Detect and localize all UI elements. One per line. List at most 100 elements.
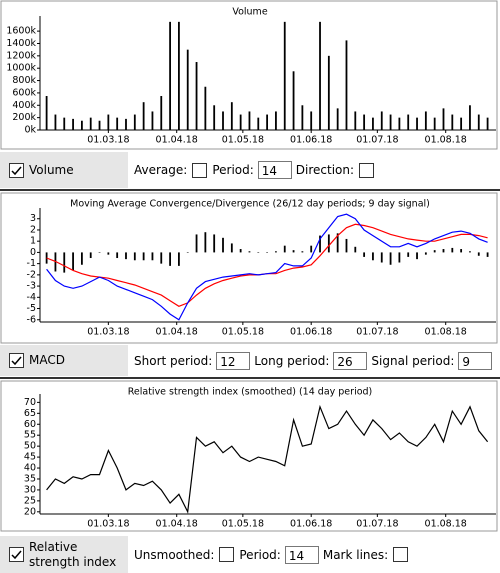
y-tick-label: 65 [24, 408, 36, 419]
bar [248, 111, 251, 130]
bar [336, 233, 339, 253]
bar [319, 21, 321, 130]
number-input[interactable]: 26 [333, 351, 368, 370]
bar [327, 234, 330, 253]
bar [107, 252, 110, 255]
y-tick-label: 600k [12, 87, 36, 98]
bar [283, 245, 286, 253]
bar [460, 117, 463, 130]
bar [230, 102, 233, 130]
bar [222, 111, 224, 130]
bar [239, 249, 242, 253]
x-tick-label: 01.03.18 [87, 327, 129, 338]
bar [257, 252, 260, 253]
bar [380, 252, 383, 263]
bar [142, 252, 145, 261]
bar [460, 249, 463, 253]
x-tick-label: 01.08.18 [425, 135, 467, 146]
checkbox[interactable] [9, 162, 24, 178]
y-tick-label: 45 [24, 452, 36, 463]
number-input[interactable]: 14 [257, 161, 292, 179]
chart-frame [0, 380, 498, 532]
bar [186, 49, 189, 131]
y-tick-label: 3 [30, 213, 36, 224]
bar [398, 117, 401, 130]
y-tick-label: 1200k [6, 50, 36, 61]
bar [424, 111, 427, 130]
bar [486, 252, 489, 257]
bar [266, 114, 269, 130]
check-mark [11, 166, 22, 175]
bar [45, 96, 48, 130]
field-label: Mark lines: [322, 547, 389, 562]
indicator-label: MACD [29, 353, 65, 367]
chart-title: Relative strength index (smoothed) (14 d… [128, 387, 373, 398]
x-tick-label: 01.05.18 [222, 135, 264, 146]
control-row: Volume Average: Period: 14 Direction: [0, 152, 500, 188]
check-mark [11, 356, 22, 366]
y-tick-label: -5 [27, 303, 36, 314]
y-tick-label: 40 [24, 463, 36, 474]
bar [98, 252, 101, 253]
bar [80, 252, 83, 265]
y-tick-label: 1000k [6, 63, 36, 74]
number-input[interactable]: 12 [216, 351, 251, 370]
field-label: Period: [239, 547, 281, 562]
bar [398, 252, 401, 263]
bar [169, 252, 171, 266]
y-tick-label: 2 [30, 224, 36, 235]
bar [477, 114, 480, 130]
bar [442, 249, 445, 253]
y-tick-label: -6 [27, 314, 36, 325]
bar [213, 234, 216, 253]
bar [345, 238, 348, 253]
bar [310, 245, 313, 253]
x-tick-label: 01.06.18 [290, 327, 332, 338]
separator [0, 377, 500, 379]
bar [204, 232, 207, 253]
x-tick-label: 01.07.18 [356, 135, 398, 146]
bar [319, 235, 321, 253]
x-tick-label: 01.04.18 [156, 135, 198, 146]
x-tick-label: 01.07.18 [356, 519, 398, 530]
bar [72, 252, 74, 271]
bar [213, 105, 216, 130]
y-tick-label: 0 [30, 247, 36, 258]
field-label: Average: [134, 163, 188, 177]
x-tick-label: 01.04.18 [156, 327, 198, 338]
bar [292, 250, 295, 253]
x-tick-label: 01.06.18 [290, 519, 332, 530]
y-tick-label: 35 [24, 473, 36, 484]
bar [275, 111, 277, 130]
bar [266, 252, 269, 253]
checkbox[interactable] [9, 547, 24, 562]
checkbox[interactable] [192, 162, 208, 178]
x-tick-label: 01.08.18 [425, 327, 467, 338]
checkbox[interactable] [359, 162, 375, 178]
bar [63, 252, 66, 273]
checkbox[interactable] [9, 353, 24, 368]
bar [257, 117, 260, 130]
bar [80, 120, 83, 130]
bar [239, 114, 242, 130]
x-tick-label: 01.03.18 [87, 135, 129, 146]
y-tick-label: 70 [24, 397, 36, 408]
bar [125, 252, 127, 260]
checkbox[interactable] [219, 547, 235, 562]
number-input[interactable]: 9 [458, 351, 493, 370]
indicator-toggle: Relative strength index [0, 536, 128, 573]
separator [0, 189, 500, 191]
x-tick-label: 01.05.18 [222, 327, 264, 338]
number-input[interactable]: 14 [284, 545, 319, 564]
indicator-label: Relative strength index [29, 539, 117, 569]
bar [345, 40, 348, 130]
bar [389, 114, 392, 130]
bar [160, 252, 163, 264]
indicator-toggle: MACD [0, 345, 128, 376]
y-tick-label: 25 [24, 495, 36, 506]
y-tick-label: -1 [27, 258, 36, 269]
bar [372, 117, 374, 130]
line [46, 213, 488, 321]
bar [442, 108, 445, 130]
checkbox[interactable] [393, 547, 409, 562]
